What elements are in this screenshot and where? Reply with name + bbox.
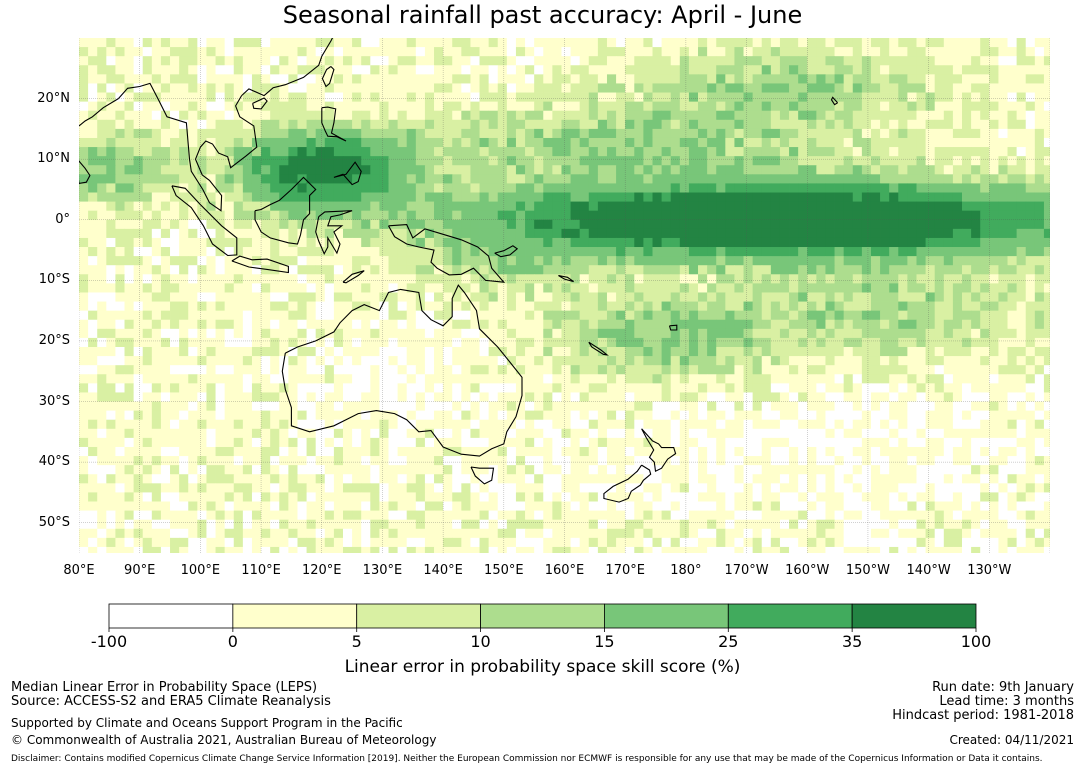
colorbar-segment (356, 603, 481, 629)
japan-kyushu-coastline (380, 14, 392, 32)
skill-score-map (79, 14, 1050, 553)
longitude-label: 180° (670, 563, 702, 578)
longitude-label: 130°E (362, 563, 403, 578)
timor-coastline (342, 270, 365, 284)
china-coastline (241, 38, 334, 97)
footer-source: Source: ACCESS-S2 and ERA5 Climate Reana… (11, 694, 331, 709)
longitude-label: 150°W (845, 563, 891, 578)
footer-method: Median Linear Error in Probability Space… (11, 680, 318, 695)
longitude-label: 120°E (301, 563, 342, 578)
longitude-label: 170°W (724, 563, 769, 578)
colorbar-segment (604, 603, 729, 629)
mindanao-coastline (333, 161, 362, 186)
colorbar-segment (232, 603, 358, 629)
luzon-coastline (321, 106, 347, 142)
latitude-label: 0° (55, 211, 70, 227)
colorbar-segment (108, 603, 234, 629)
footer-created: Created: 04/11/2021 (949, 733, 1074, 747)
sri-lanka-coastline (79, 160, 91, 184)
colorbar-segment (727, 603, 853, 629)
colorbar-tick-label: 15 (594, 632, 615, 651)
latitude-label: 20°N (37, 90, 70, 106)
north-island-nz-coastline (641, 428, 677, 473)
fiji-coastline (668, 324, 678, 331)
longitude-label: 80°E (63, 563, 95, 578)
disclaimer: Disclaimer: Contains modified Copernicus… (11, 754, 1043, 764)
latitude-label: 30°S (38, 393, 70, 409)
longitude-label: 140°W (906, 563, 951, 578)
footer-hindcast: Hindcast period: 1981-2018 (892, 708, 1074, 723)
colorbar-tick-label: 25 (718, 632, 739, 651)
new-guinea-coastline (388, 224, 506, 283)
java-coastline (231, 255, 289, 274)
hainan-coastline (252, 97, 268, 110)
colorbar-tick-label: 5 (351, 632, 362, 651)
longitude-label: 140°E (423, 563, 463, 578)
longitude-label: 160°W (785, 563, 830, 578)
colorbar-tick-label: 100 (960, 632, 992, 651)
indochina-coastline (117, 82, 258, 212)
colorbar-tick-label: 10 (470, 632, 491, 651)
india-coastline (79, 98, 119, 127)
colorbar-tick-label: 35 (841, 632, 863, 651)
footer-support: Supported by Climate and Oceans Support … (11, 716, 403, 730)
borneo-coastline (254, 176, 317, 245)
taiwan-coastline (321, 66, 335, 88)
australia-coastline (281, 284, 523, 457)
colorbar-segment (480, 603, 605, 629)
colorbar-label: Linear error in probability space skill … (344, 657, 741, 677)
solomon-islands-coastline (558, 274, 574, 283)
longitude-label: 170°E (605, 563, 645, 578)
longitude-label: 160°E (544, 563, 585, 578)
latitude-label: 10°S (38, 272, 70, 288)
colorbar-tick-label: -100 (90, 632, 128, 651)
longitude-label: 110°E (241, 563, 281, 578)
colorbar (108, 603, 977, 632)
sumatra-coastline (171, 185, 238, 257)
new-caledonia-coastline (588, 341, 609, 356)
footer-lead-time: Lead time: 3 months (939, 694, 1074, 709)
south-island-nz-coastline (603, 464, 652, 503)
colorbar-segment (851, 603, 977, 629)
sulawesi-coastline (315, 210, 353, 255)
new-britain-coastline (494, 245, 519, 258)
longitude-label: 130°W (967, 563, 1012, 578)
latitude-label: 40°S (38, 454, 70, 470)
skill-grid-cells (79, 38, 1050, 553)
longitude-label: 150°E (484, 563, 524, 578)
hawaii-coastline (830, 96, 839, 106)
colorbar-tick-label: 0 (227, 632, 238, 651)
latitude-label: 20°S (38, 332, 70, 348)
latitude-label: 10°N (37, 151, 70, 167)
longitude-label: 90°E (124, 563, 156, 578)
coastlines (79, 14, 839, 503)
longitude-label: 100°E (180, 563, 221, 578)
footer-run-date: Run date: 9th January (932, 680, 1074, 695)
tasmania-coastline (470, 466, 495, 485)
footer-copyright: © Commonwealth of Australia 2021, Austra… (11, 733, 437, 747)
page-title: Seasonal rainfall past accuracy: April -… (282, 1, 803, 29)
latitude-label: 50°S (38, 514, 70, 530)
